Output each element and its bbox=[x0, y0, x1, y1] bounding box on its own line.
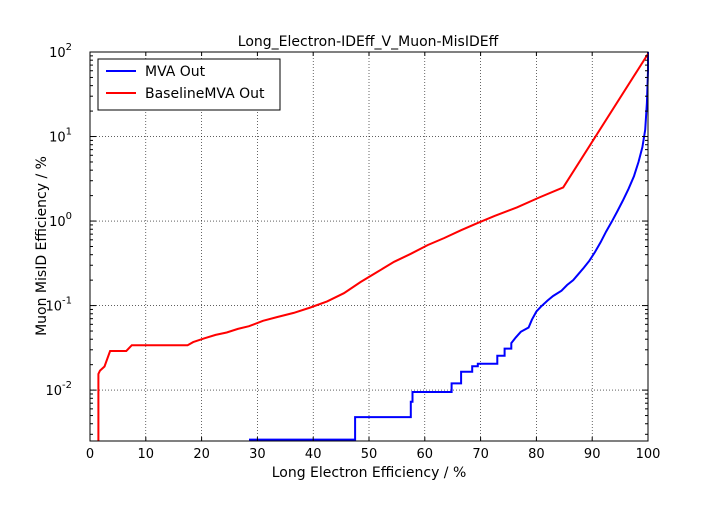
x-tick-label: 40 bbox=[305, 447, 322, 462]
series-line-baselinemva-out bbox=[97, 53, 649, 441]
x-tick-label: 60 bbox=[417, 447, 434, 462]
x-axis-label: Long Electron Efficiency / % bbox=[272, 465, 467, 481]
x-tick-label: 30 bbox=[249, 447, 266, 462]
y-tick-exponent: 0 bbox=[66, 211, 72, 222]
x-tick-label: 80 bbox=[528, 447, 545, 462]
y-tick-exponent: 2 bbox=[66, 42, 72, 53]
x-tick-label: 90 bbox=[584, 447, 601, 462]
tick-layer bbox=[89, 51, 649, 441]
y-axis-label: Muon MisID Efficiency / % bbox=[34, 156, 50, 336]
x-tick-label: 70 bbox=[472, 447, 489, 462]
y-tick-exponent: 1 bbox=[66, 127, 72, 138]
x-tick-labels: 0 10 20 30 40 50 60 70 80 90 100 bbox=[86, 447, 661, 462]
chart-title: Long_Electron-IDEff_V_Muon-MisIDEff bbox=[238, 34, 499, 50]
legend-label-mva-out: MVA Out bbox=[145, 64, 206, 80]
x-tick-label: 100 bbox=[636, 447, 661, 462]
series-line-mva-out bbox=[249, 52, 649, 441]
plot-area bbox=[89, 51, 649, 442]
x-tick-label: 10 bbox=[138, 447, 155, 462]
series-layer bbox=[97, 52, 649, 441]
x-tick-label: 20 bbox=[193, 447, 210, 462]
y-tick-exponent: -1 bbox=[62, 296, 72, 307]
legend-label-baselinemva-out: BaselineMVA Out bbox=[145, 86, 265, 102]
y-tick-exponent: -2 bbox=[62, 380, 72, 391]
legend: MVA Out BaselineMVA Out bbox=[97, 58, 281, 111]
x-tick-label: 0 bbox=[86, 447, 94, 462]
x-tick-label: 50 bbox=[361, 447, 378, 462]
legend-box bbox=[97, 58, 281, 111]
